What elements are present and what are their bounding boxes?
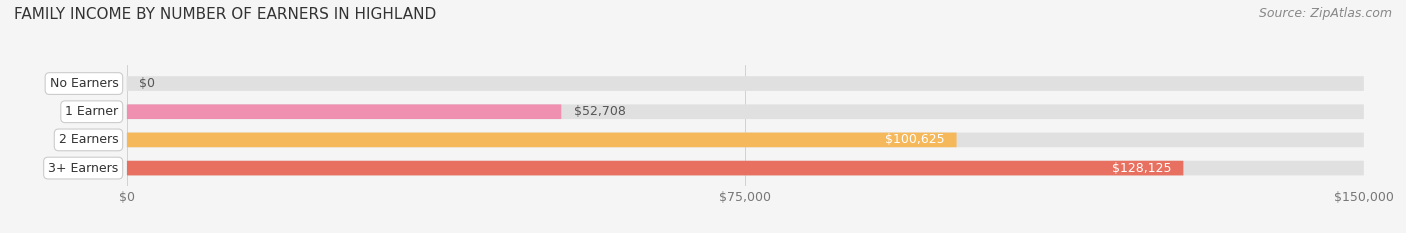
FancyBboxPatch shape	[127, 104, 1364, 119]
Text: FAMILY INCOME BY NUMBER OF EARNERS IN HIGHLAND: FAMILY INCOME BY NUMBER OF EARNERS IN HI…	[14, 7, 436, 22]
Text: No Earners: No Earners	[49, 77, 118, 90]
Text: 1 Earner: 1 Earner	[65, 105, 118, 118]
FancyBboxPatch shape	[127, 133, 956, 147]
Text: $52,708: $52,708	[574, 105, 626, 118]
Text: Source: ZipAtlas.com: Source: ZipAtlas.com	[1258, 7, 1392, 20]
Text: 2 Earners: 2 Earners	[59, 134, 118, 146]
Text: $100,625: $100,625	[884, 134, 945, 146]
FancyBboxPatch shape	[127, 76, 1364, 91]
FancyBboxPatch shape	[127, 133, 1364, 147]
Text: 3+ Earners: 3+ Earners	[48, 161, 118, 175]
FancyBboxPatch shape	[127, 161, 1364, 175]
Text: $128,125: $128,125	[1112, 161, 1171, 175]
Text: $0: $0	[139, 77, 155, 90]
FancyBboxPatch shape	[127, 161, 1184, 175]
FancyBboxPatch shape	[127, 104, 561, 119]
